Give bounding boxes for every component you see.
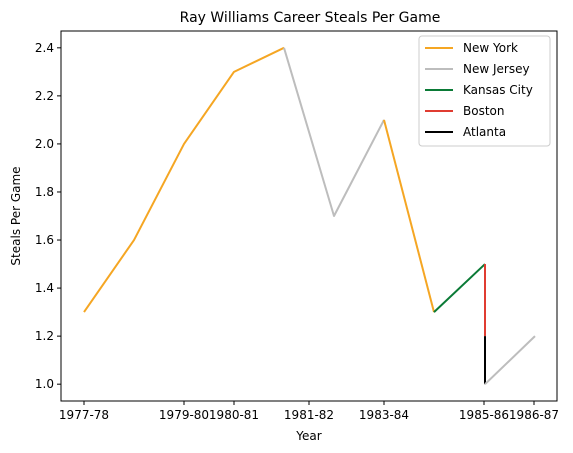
y-tick-label: 2.2: [35, 89, 54, 103]
y-tick-label: 2.4: [35, 41, 54, 55]
legend: New York New Jersey Kansas City Boston Atlan…: [418, 35, 551, 147]
y-tick-label: 1.6: [35, 233, 54, 247]
y-tick-label: 1.4: [35, 281, 54, 295]
legend-box: [418, 35, 551, 147]
legend-label: New Jersey: [463, 62, 530, 76]
chart-title: Ray Williams Career Steals Per Game: [180, 10, 441, 26]
x-tick-label: 1980-81: [209, 408, 259, 422]
y-tick-label: 1.0: [35, 377, 54, 391]
x-tick-label: 1977-78: [59, 408, 109, 422]
series-line-new-york: [383, 119, 435, 313]
legend-label: New York: [463, 41, 518, 55]
plot-area: [83, 46, 536, 385]
series-line-new-jersey: [283, 47, 385, 217]
x-axis: 1977-78 1979-80 1980-81 1981-82 1983-84 1985-…: [59, 401, 559, 422]
series-line-new-jersey: [484, 335, 536, 385]
series-line-kansas-city: [433, 263, 486, 313]
x-tick-label: 1983-84: [359, 408, 409, 422]
x-tick-label: 1986-87: [509, 408, 559, 422]
y-axis: 1.0 1.2 1.4 1.6 1.8 2.0 2.2 2.4: [35, 41, 61, 391]
legend-label: Boston: [463, 104, 504, 118]
x-tick-label: 1981-82: [284, 408, 334, 422]
legend-label: Atlanta: [463, 125, 506, 139]
y-tick-label: 1.8: [35, 185, 54, 199]
legend-label: Kansas City: [463, 83, 533, 97]
x-axis-label: Year: [295, 429, 321, 443]
series-line-new-york: [83, 46, 285, 313]
x-tick-label: 1979-80: [159, 408, 209, 422]
y-tick-label: 2.0: [35, 137, 54, 151]
x-tick-label: 1985-86: [459, 408, 509, 422]
y-tick-label: 1.2: [35, 329, 54, 343]
y-axis-label: Steals Per Game: [9, 166, 23, 265]
